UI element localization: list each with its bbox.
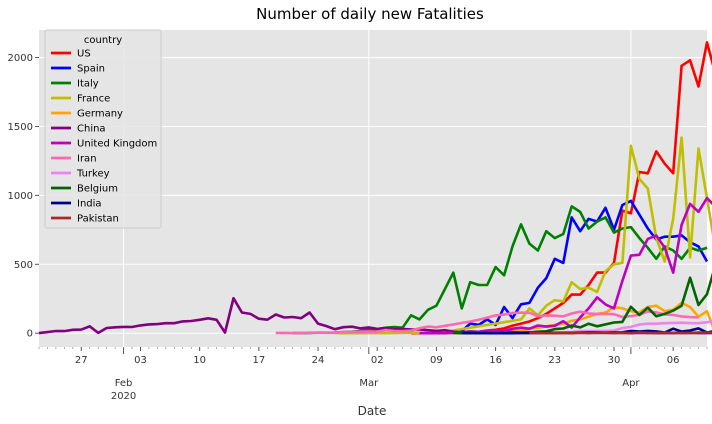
x-tick-label: 17	[252, 355, 265, 366]
x-tick-label: 03	[134, 355, 147, 366]
y-tick-label: 500	[14, 260, 33, 271]
series-lines	[38, 41, 712, 335]
legend-label-iran: Iran	[77, 154, 97, 165]
series-line-spain	[444, 199, 709, 335]
legend-label-pakistan: Pakistan	[77, 214, 119, 225]
y-axis: 0 500 1000 1500 2000	[8, 53, 39, 340]
legend-label-germany: Germany	[77, 109, 123, 120]
x-axis: Feb 2020 Mar Apr 27 03 10 17 24 02 09 16 23 30 06	[38, 347, 708, 402]
legend-label-spain: Spain	[77, 64, 105, 75]
x-tick-label: 10	[193, 355, 206, 366]
x-tick-label: 06	[667, 355, 680, 366]
x-tick-label: 30	[608, 355, 621, 366]
x-month-label: Mar	[359, 378, 379, 389]
x-axis-label: Date	[358, 404, 387, 418]
legend-label-belgium: Belgium	[77, 184, 118, 195]
legend-label-us: US	[77, 49, 91, 60]
legend: country US Spain Italy France Germany China Uni…	[44, 29, 162, 229]
x-tick-label: 02	[371, 355, 384, 366]
legend-label-india: India	[77, 199, 102, 210]
y-tick-label: 1500	[8, 122, 33, 133]
legend-title: country	[84, 35, 122, 46]
legend-box	[44, 29, 162, 229]
x-month-label: Feb	[115, 378, 133, 389]
y-tick-label: 1000	[8, 191, 33, 202]
x-year-label: 2020	[111, 391, 136, 402]
x-month-label: Apr	[622, 378, 640, 389]
x-tick-label: 23	[548, 355, 561, 366]
y-tick-label: 2000	[8, 53, 33, 64]
legend-label-china: China	[77, 124, 106, 135]
series-line-pakistan	[529, 331, 712, 335]
chart-title: Number of daily new Fatalities	[256, 5, 484, 23]
legend-label-united-kingdom: United Kingdom	[77, 139, 157, 150]
x-tick-label: 09	[430, 355, 443, 366]
y-tick-label: 0	[27, 329, 33, 340]
legend-label-turkey: Turkey	[76, 169, 110, 180]
x-tick-label: 24	[312, 355, 325, 366]
legend-label-france: France	[77, 94, 110, 105]
series-line-iran	[275, 310, 699, 335]
x-tick-label: 27	[75, 355, 88, 366]
x-tick-label: 16	[489, 355, 502, 366]
legend-label-italy: Italy	[77, 79, 99, 90]
